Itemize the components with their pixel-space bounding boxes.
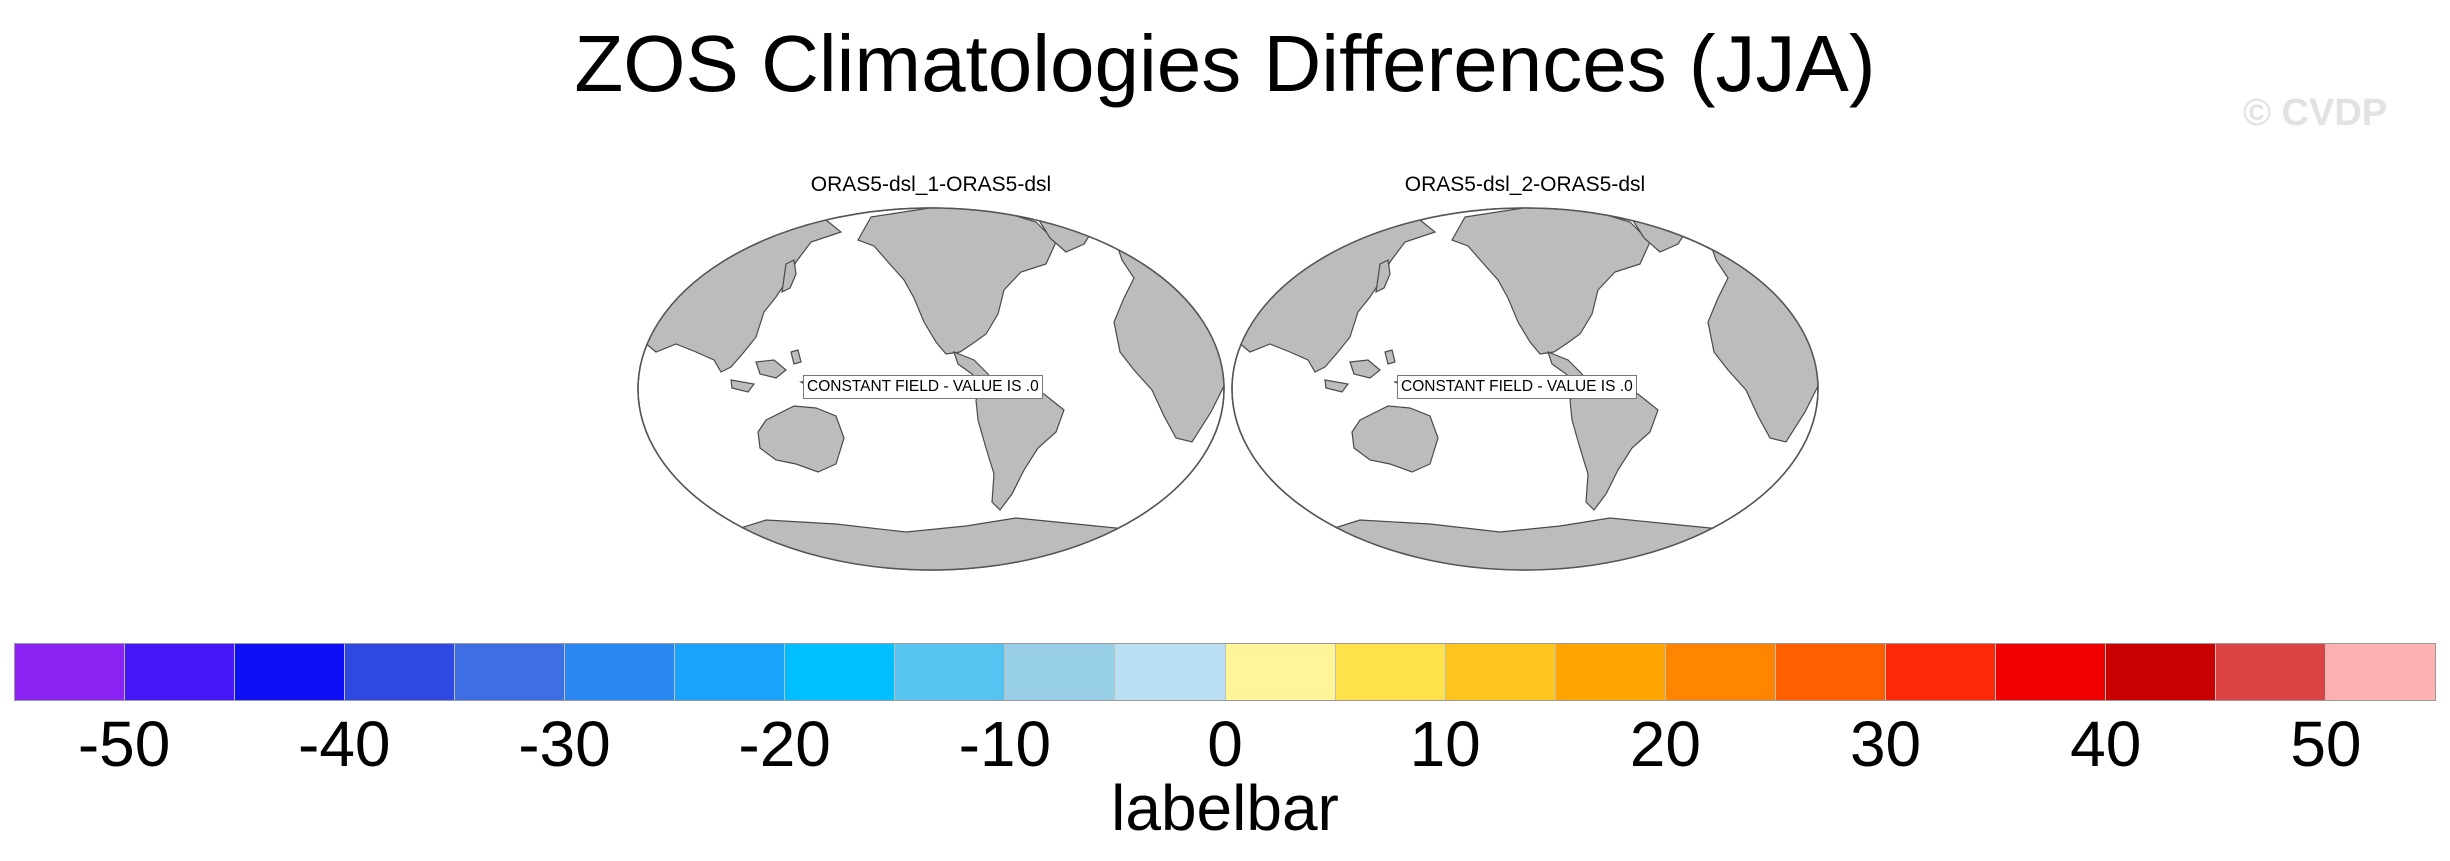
constant-field-label-left: CONSTANT FIELD - VALUE IS .0 [803,375,1043,399]
labelbar-tick-label: 40 [2070,708,2142,780]
labelbar-color-box [565,644,676,700]
world-map-left [637,207,1225,571]
labelbar-color-box [345,644,456,700]
labelbar-color-box [785,644,896,700]
labelbar-tick-label: 0 [1207,708,1243,780]
constant-field-label-right: CONSTANT FIELD - VALUE IS .0 [1397,375,1637,399]
figure-title: ZOS Climatologies Differences (JJA) [574,19,1876,108]
labelbar-tick-label: -10 [958,708,1052,780]
land-japan [781,259,797,294]
labelbar-color-box [15,644,126,700]
labelbar-tick-label: -50 [77,708,171,780]
map-border [637,207,1225,571]
labelbar-color-box [675,644,786,700]
labelbar-color-box [2215,644,2326,700]
land-australia [757,405,845,473]
labelbar-color-box [895,644,1006,700]
labelbar-tick-label: 50 [2290,708,2362,780]
land-north-america [857,208,1057,355]
land-south-america [1569,379,1659,511]
labelbar-color-box [1005,644,1116,700]
labelbar-color-box [455,644,566,700]
labelbar-tick-label: 20 [1629,708,1701,780]
labelbar-color-box [1335,644,1446,700]
labelbar-color-box [1885,644,1996,700]
map-panel-right: ORAS5-dsl_2-ORAS5-dsl CONSTANT FIELD - V… [1230,172,1820,572]
map-border [1231,207,1819,571]
labelbar-color-box [1995,644,2106,700]
labelbar-color-box [125,644,236,700]
land-australia [1351,405,1439,473]
labelbar-color-box [235,644,346,700]
watermark: © CVDP [2243,92,2388,134]
labelbar-tick-label: -20 [738,708,831,780]
labelbar-color-box [1665,644,1776,700]
land-north-america [1451,208,1651,355]
labelbar-color-box [1445,644,1556,700]
panel-title-left: ORAS5-dsl_1-ORAS5-dsl [810,173,1052,196]
labelbar-title: labelbar [1111,772,1339,844]
labelbar-color-box [1555,644,1666,700]
panel-title-right: ORAS5-dsl_2-ORAS5-dsl [1404,173,1646,196]
labelbar-tick-label: -40 [298,708,391,780]
labelbar-color-box [1225,644,1336,700]
labelbar-color-box [1115,644,1226,700]
labelbar-tick-label: -30 [518,708,611,780]
land-japan [1375,259,1391,294]
land-south-america [975,379,1065,511]
labelbar-color-box [2325,644,2436,700]
color-labelbar [14,643,2436,701]
labelbar-color-box [2105,644,2216,700]
labelbar-tick-label: 30 [1849,708,1922,780]
labelbar-color-box [1775,644,1886,700]
labelbar-tick-label: 10 [1409,708,1481,780]
map-panel-left: ORAS5-dsl_1-ORAS5-dsl [636,172,1226,572]
